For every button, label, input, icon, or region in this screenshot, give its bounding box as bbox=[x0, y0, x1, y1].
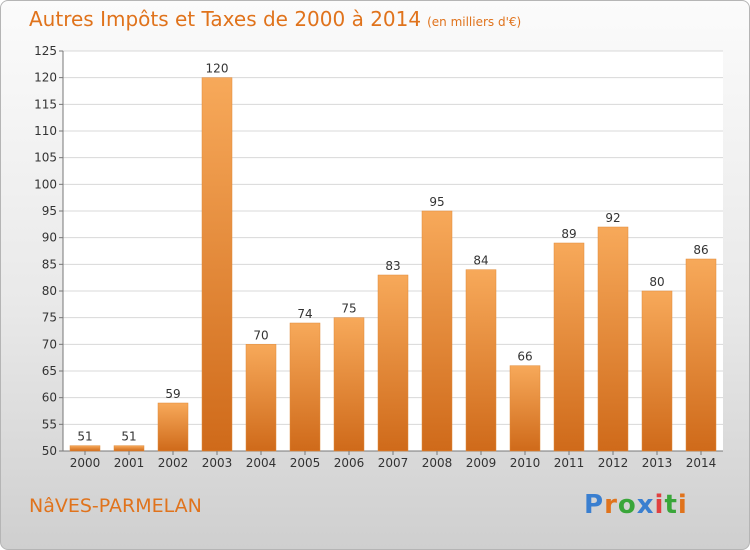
bar-value-label: 74 bbox=[297, 307, 312, 321]
y-tick-label: 105 bbox=[34, 151, 57, 165]
bar bbox=[465, 269, 497, 452]
bar bbox=[157, 402, 189, 452]
bar bbox=[509, 365, 541, 452]
logo-letter: r bbox=[604, 490, 618, 520]
logo-letter: P bbox=[584, 490, 605, 520]
x-tick-label: 2000 bbox=[70, 456, 101, 470]
bar bbox=[201, 77, 233, 452]
x-tick-label: 2002 bbox=[158, 456, 189, 470]
chart-title: Autres Impôts et Taxes de 2000 à 2014 (en… bbox=[29, 7, 521, 31]
bar-value-label: 59 bbox=[165, 387, 180, 401]
bar-value-label: 86 bbox=[693, 243, 708, 257]
title-text: Autres Impôts et Taxes de 2000 à 2014 bbox=[29, 7, 422, 31]
x-tick-label: 2012 bbox=[598, 456, 629, 470]
commune-name: NâVES-PARMELAN bbox=[29, 495, 202, 517]
logo-letter: t bbox=[664, 490, 678, 520]
x-tick-label: 2009 bbox=[466, 456, 497, 470]
x-tick-label: 2004 bbox=[246, 456, 277, 470]
x-tick-label: 2013 bbox=[642, 456, 673, 470]
y-tick-label: 125 bbox=[34, 44, 57, 58]
bar bbox=[597, 226, 629, 452]
bar bbox=[289, 322, 321, 452]
y-tick-label: 55 bbox=[42, 417, 57, 431]
proxiti-logo: Proxiti bbox=[584, 490, 688, 520]
bar bbox=[685, 258, 717, 452]
x-tick-label: 2011 bbox=[554, 456, 585, 470]
bar bbox=[553, 242, 585, 452]
y-tick-label: 120 bbox=[34, 71, 57, 85]
y-tick-label: 65 bbox=[42, 364, 57, 378]
y-tick-label: 50 bbox=[42, 444, 57, 458]
bar-value-label: 89 bbox=[561, 227, 576, 241]
x-tick-label: 2008 bbox=[422, 456, 453, 470]
y-tick-label: 60 bbox=[42, 391, 57, 405]
bar-value-label: 80 bbox=[649, 275, 664, 289]
x-tick-label: 2001 bbox=[114, 456, 145, 470]
y-tick-label: 90 bbox=[42, 231, 57, 245]
y-tick-label: 85 bbox=[42, 257, 57, 271]
logo-letter: i bbox=[677, 490, 688, 520]
chart-subtitle: (en milliers d'€) bbox=[427, 15, 522, 29]
y-tick-label: 75 bbox=[42, 311, 57, 325]
bar bbox=[113, 445, 145, 452]
bar-value-label: 83 bbox=[385, 259, 400, 273]
bar-value-label: 92 bbox=[605, 211, 620, 225]
bar-value-label: 120 bbox=[206, 62, 229, 76]
bar-value-label: 66 bbox=[517, 350, 532, 364]
bar-value-label: 51 bbox=[121, 430, 136, 444]
x-tick-label: 2014 bbox=[686, 456, 717, 470]
bar bbox=[641, 290, 673, 452]
x-tick-label: 2007 bbox=[378, 456, 409, 470]
y-tick-label: 80 bbox=[42, 284, 57, 298]
bar-value-label: 84 bbox=[473, 254, 488, 268]
logo-letter: x bbox=[636, 490, 655, 520]
bar bbox=[69, 445, 101, 452]
y-tick-label: 115 bbox=[34, 97, 57, 111]
y-tick-label: 95 bbox=[42, 204, 57, 218]
y-tick-label: 110 bbox=[34, 124, 57, 138]
bar-value-label: 75 bbox=[341, 302, 356, 316]
bar bbox=[245, 344, 277, 452]
bar bbox=[333, 317, 365, 452]
x-tick-label: 2010 bbox=[510, 456, 541, 470]
x-tick-label: 2003 bbox=[202, 456, 233, 470]
x-tick-label: 2005 bbox=[290, 456, 321, 470]
bar-value-label: 51 bbox=[77, 430, 92, 444]
y-tick-label: 70 bbox=[42, 337, 57, 351]
logo-letter: i bbox=[654, 490, 665, 520]
bar-value-label: 95 bbox=[429, 195, 444, 209]
bar bbox=[421, 210, 453, 452]
bar bbox=[377, 274, 409, 452]
logo-letter: o bbox=[617, 490, 637, 520]
bar-value-label: 70 bbox=[253, 328, 268, 342]
y-tick-label: 100 bbox=[34, 177, 57, 191]
x-tick-label: 2006 bbox=[334, 456, 365, 470]
